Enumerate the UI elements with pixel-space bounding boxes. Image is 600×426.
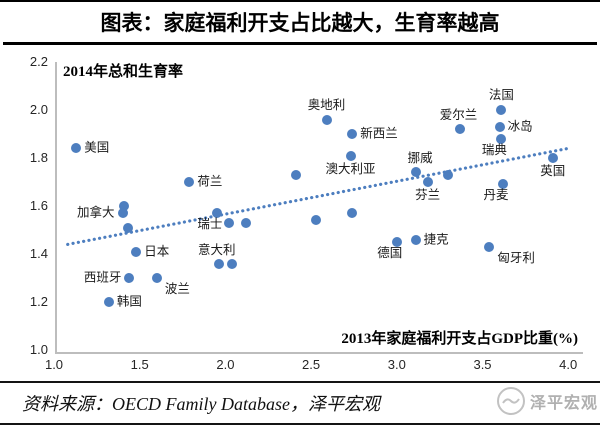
data-point bbox=[223, 217, 234, 228]
country-label: 波兰 bbox=[164, 282, 190, 296]
y-axis-line bbox=[55, 62, 57, 352]
country-label: 荷兰 bbox=[197, 174, 223, 189]
country-label: 法国 bbox=[488, 88, 514, 102]
country-label: 冰岛 bbox=[507, 119, 533, 134]
country-label: 挪威 bbox=[407, 151, 433, 166]
country-label: 英国 bbox=[540, 164, 566, 178]
chart-title: 图表：家庭福利开支占比越大，生育率越高 bbox=[100, 11, 500, 35]
bottom-border-rule bbox=[0, 423, 600, 425]
country-label: 新西兰 bbox=[360, 126, 398, 141]
x-tick-label: 1.5 bbox=[130, 357, 149, 372]
data-point bbox=[227, 258, 238, 269]
country-label: 美国 bbox=[84, 140, 110, 155]
x-tick-label: 2.5 bbox=[302, 357, 321, 372]
y-tick-label: 2.2 bbox=[29, 54, 48, 69]
data-point bbox=[321, 114, 332, 125]
country-label: 奥地利 bbox=[307, 97, 346, 112]
x-tick-label: 2.0 bbox=[216, 357, 235, 372]
data-point bbox=[443, 169, 454, 180]
data-point bbox=[422, 177, 433, 187]
country-label: 澳大利亚 bbox=[325, 161, 376, 176]
country-label: 日本 bbox=[144, 244, 170, 259]
y-tick-label: 1.6 bbox=[29, 198, 48, 213]
zeping-logo-icon bbox=[496, 387, 525, 415]
y-tick-label: 2.0 bbox=[29, 102, 48, 117]
data-point bbox=[311, 215, 322, 226]
data-point bbox=[410, 167, 421, 178]
y-tick-label: 1.8 bbox=[29, 150, 48, 165]
data-point bbox=[496, 133, 507, 144]
x-tick-label: 1.0 bbox=[44, 357, 64, 372]
x-tick-label: 3.5 bbox=[473, 357, 492, 372]
data-point bbox=[184, 177, 195, 187]
data-point bbox=[151, 273, 162, 283]
data-point bbox=[345, 150, 356, 161]
data-point bbox=[496, 105, 507, 115]
zeping-logo-text: 泽平宏观 bbox=[529, 395, 598, 412]
top-border-rule bbox=[0, 0, 600, 2]
country-label: 爱尔兰 bbox=[439, 108, 478, 123]
country-label: 瑞士 bbox=[197, 216, 223, 231]
x-axis-line bbox=[55, 352, 583, 354]
source-note: 资料来源：OECD Family Database，泽平宏观 bbox=[22, 394, 380, 414]
data-point bbox=[347, 208, 358, 219]
data-point bbox=[122, 222, 133, 233]
country-label: 加拿大 bbox=[77, 205, 115, 220]
data-point bbox=[124, 273, 135, 283]
x-tick-label: 3.0 bbox=[387, 357, 406, 372]
data-point bbox=[410, 234, 421, 245]
country-label: 德国 bbox=[377, 245, 403, 260]
data-point bbox=[71, 143, 82, 154]
zeping-watermark: 泽平宏观 bbox=[496, 386, 598, 416]
country-label: 韩国 bbox=[116, 294, 142, 309]
data-point bbox=[117, 208, 128, 219]
footer-top-rule bbox=[0, 381, 600, 383]
country-label: 匈牙利 bbox=[497, 250, 535, 265]
data-point bbox=[494, 121, 505, 132]
y-tick-label: 1.2 bbox=[29, 294, 48, 309]
data-point bbox=[103, 297, 114, 307]
data-point bbox=[213, 258, 224, 269]
data-point bbox=[484, 241, 495, 252]
data-point bbox=[240, 217, 251, 228]
country-label: 瑞典 bbox=[481, 142, 507, 157]
x-tick-label: 4.0 bbox=[559, 357, 578, 372]
country-label: 捷克 bbox=[423, 232, 449, 247]
data-point bbox=[455, 124, 466, 135]
data-point bbox=[131, 246, 142, 257]
data-point bbox=[290, 169, 301, 180]
data-point bbox=[547, 153, 558, 163]
country-label: 意大利 bbox=[198, 242, 236, 257]
x-axis-title: 2013年家庭福利开支占GDP比重(%) bbox=[341, 331, 578, 347]
title-underline-rule bbox=[3, 42, 597, 45]
data-point bbox=[347, 129, 358, 139]
y-axis-title: 2014年总和生育率 bbox=[63, 64, 184, 80]
y-tick-label: 1.0 bbox=[29, 342, 48, 357]
country-label: 丹麦 bbox=[483, 188, 509, 203]
country-label: 西班牙 bbox=[83, 270, 122, 285]
y-tick-label: 1.4 bbox=[29, 246, 48, 261]
country-label: 芬兰 bbox=[415, 188, 441, 202]
